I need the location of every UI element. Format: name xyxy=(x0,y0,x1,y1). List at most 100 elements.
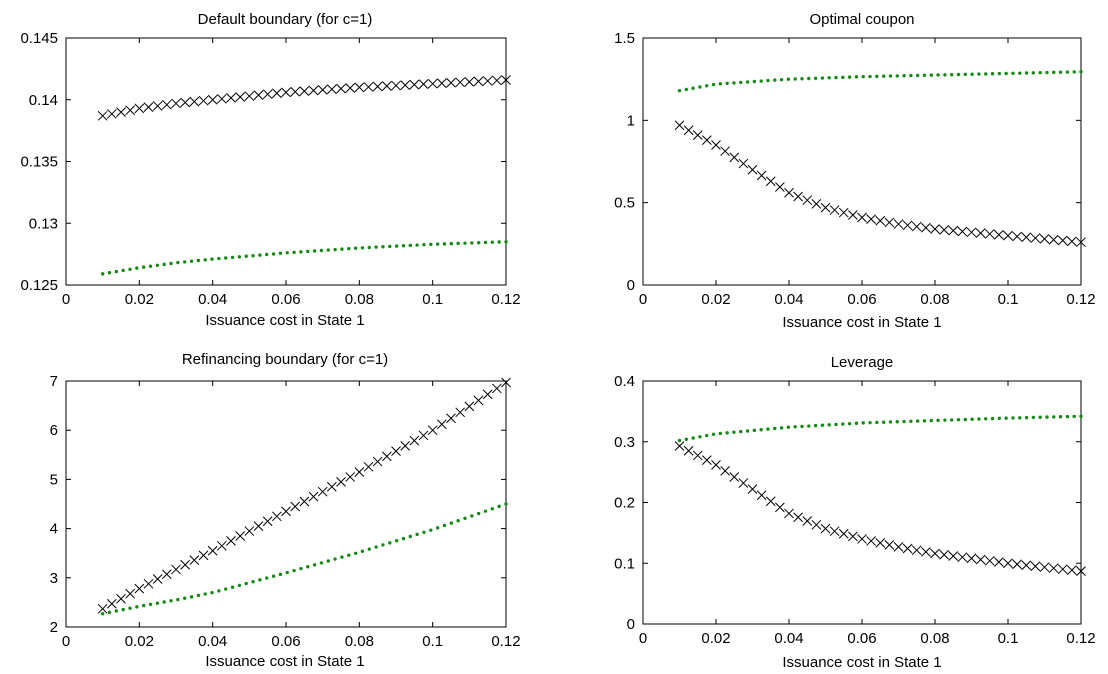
data-point-x-marker xyxy=(235,531,246,541)
data-point-dot-marker xyxy=(956,418,961,422)
data-point-dot-marker xyxy=(408,243,412,248)
data-point-dot-marker xyxy=(970,417,974,421)
data-point-dot-marker xyxy=(237,583,242,588)
data-point-x-marker xyxy=(299,86,310,96)
data-point-x-marker xyxy=(674,441,685,451)
data-point-dot-marker xyxy=(319,248,324,253)
data-point-x-marker xyxy=(939,224,949,235)
x-tick-label: 0.1 xyxy=(422,633,443,650)
x-tick-label: 0.08 xyxy=(920,291,949,308)
data-point-dot-marker xyxy=(381,543,385,547)
x-tick-label: 0.12 xyxy=(1066,630,1095,647)
y-tick-label: 0.5 xyxy=(614,195,635,212)
data-point-dot-marker xyxy=(895,420,899,424)
data-point-dot-marker xyxy=(244,581,248,586)
data-point-x-marker xyxy=(143,102,154,113)
data-point-x-marker xyxy=(994,557,1004,567)
data-point-dot-marker xyxy=(271,574,276,578)
data-point-dot-marker xyxy=(476,511,481,516)
data-point-dot-marker xyxy=(490,240,495,244)
data-point-x-marker xyxy=(152,101,163,111)
data-point-x-marker xyxy=(702,455,712,465)
data-point-x-marker xyxy=(253,90,264,100)
y-tick-label: 1.5 xyxy=(614,30,635,47)
x-tick-label: 0.12 xyxy=(491,291,520,308)
x-tick-label: 0.04 xyxy=(198,291,227,308)
data-point-x-marker xyxy=(180,97,191,108)
data-point-x-marker xyxy=(409,435,420,446)
data-point-dot-marker xyxy=(766,427,770,431)
data-point-x-marker xyxy=(125,588,136,599)
y-tick-label: 0 xyxy=(627,277,635,294)
axes-box xyxy=(642,37,1082,286)
data-point-dot-marker xyxy=(1052,415,1056,419)
data-point-x-marker xyxy=(501,377,511,388)
data-point-x-marker xyxy=(161,99,172,110)
data-point-dot-marker xyxy=(868,74,872,79)
data-point-x-marker xyxy=(391,446,401,456)
data-point-x-marker xyxy=(838,528,849,539)
data-point-dot-marker xyxy=(135,266,139,270)
y-tick-label: 0.135 xyxy=(20,154,58,171)
data-point-dot-marker xyxy=(306,249,310,254)
data-point-dot-marker xyxy=(210,257,214,261)
data-point-x-marker xyxy=(784,187,794,198)
panel-refinancing-boundary: Refinancing boundary (for c=1) Issuance … xyxy=(50,351,521,670)
data-point-x-marker xyxy=(363,461,374,472)
data-point-dot-marker xyxy=(183,596,187,600)
y-tick-label: 0.3 xyxy=(614,434,635,451)
data-point-x-marker xyxy=(1039,562,1050,573)
data-point-dot-marker xyxy=(943,418,947,422)
x-tick-label: 0.02 xyxy=(701,291,730,308)
data-point-x-marker xyxy=(1003,558,1013,569)
data-point-dot-marker xyxy=(415,532,419,537)
data-point-x-marker xyxy=(966,227,977,238)
x-tick-label: 0.06 xyxy=(271,291,300,308)
data-point-x-marker xyxy=(207,545,218,556)
data-point-x-marker xyxy=(97,603,108,614)
data-point-dot-marker xyxy=(766,78,770,83)
data-point-x-marker xyxy=(902,220,913,231)
data-point-dot-marker xyxy=(936,418,940,423)
data-point-x-marker xyxy=(326,84,337,95)
chart-title: Refinancing boundary (for c=1) xyxy=(182,351,388,368)
y-tick-label: 2 xyxy=(50,619,58,636)
data-point-dot-marker xyxy=(353,246,358,250)
data-point-dot-marker xyxy=(827,76,831,80)
data-point-x-marker xyxy=(984,229,995,239)
data-point-dot-marker xyxy=(834,422,838,427)
x-axis-label: Issuance cost in State 1 xyxy=(782,314,941,331)
data-point-x-marker xyxy=(180,559,191,570)
data-point-x-marker xyxy=(381,81,392,91)
data-point-dot-marker xyxy=(141,603,146,608)
data-point-dot-marker xyxy=(415,243,419,247)
data-point-dot-marker xyxy=(963,417,968,422)
data-point-x-marker xyxy=(875,538,886,548)
data-point-dot-marker xyxy=(278,572,283,577)
data-point-dot-marker xyxy=(470,241,474,245)
data-point-dot-marker xyxy=(155,601,160,605)
data-point-x-marker xyxy=(692,130,703,141)
data-point-dot-marker xyxy=(128,267,132,271)
data-point-dot-marker xyxy=(698,435,702,439)
data-point-x-marker xyxy=(171,98,181,109)
data-point-dot-marker xyxy=(834,75,838,80)
data-point-dot-marker xyxy=(1052,70,1056,75)
data-point-dot-marker xyxy=(922,419,927,423)
data-point-dot-marker xyxy=(306,565,310,569)
data-point-x-marker xyxy=(455,407,466,418)
data-point-dot-marker xyxy=(929,73,933,77)
data-point-dot-marker xyxy=(1072,414,1076,419)
data-point-dot-marker xyxy=(162,600,166,604)
data-point-dot-marker xyxy=(463,516,467,521)
x-axis-label: Issuance cost in State 1 xyxy=(782,654,941,671)
data-point-dot-marker xyxy=(854,75,859,79)
data-point-x-marker xyxy=(198,550,209,561)
data-point-dot-marker xyxy=(394,539,399,543)
data-point-x-marker xyxy=(381,451,392,462)
data-point-dot-marker xyxy=(1079,70,1083,74)
data-point-dot-marker xyxy=(504,240,508,244)
data-point-x-marker xyxy=(317,486,328,497)
data-point-x-marker xyxy=(857,534,867,544)
x-tick-label: 0.08 xyxy=(345,633,374,650)
